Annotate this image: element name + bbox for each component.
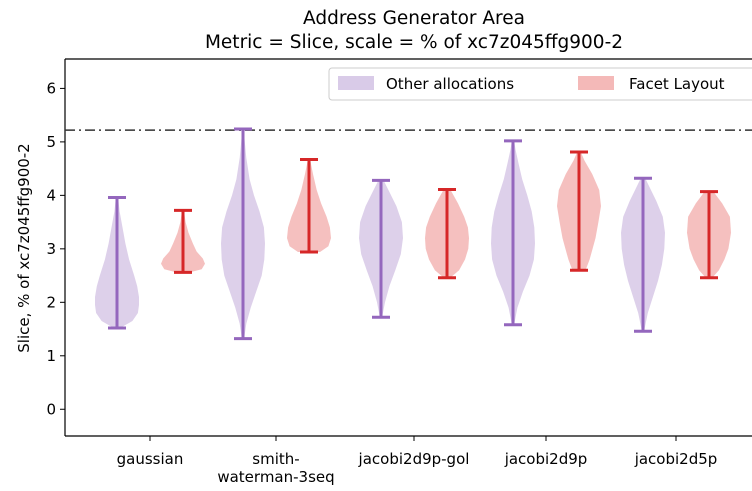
y-tick-label: 6 xyxy=(46,79,56,97)
chart-subtitle: Metric = Slice, scale = % of xc7z045ffg9… xyxy=(205,32,623,53)
plot-area: 0 1 2 3 4 5 6 gaussian smith-waterman-3seq jacobi… xyxy=(46,58,752,486)
y-tick-label: 1 xyxy=(46,347,56,365)
legend: Other allocations Facet Layout xyxy=(328,67,752,101)
y-tick-label: 0 xyxy=(46,400,56,418)
chart-title: Address Generator Area xyxy=(303,8,525,29)
x-tick-label: jacobi2d9p-gol xyxy=(358,450,470,468)
x-tick-label: jacobi2d9p xyxy=(504,450,588,468)
x-tick-label: gaussian xyxy=(117,450,184,468)
x-tick-label: jacobi2d5p xyxy=(634,450,718,468)
x-tick-label: waterman-3seq xyxy=(217,468,334,486)
y-axis-label: Slice, % of xc7z045ffg900-2 xyxy=(15,143,33,352)
y-tick-label: 5 xyxy=(46,133,56,151)
legend-label-other-allocations: Other allocations xyxy=(386,75,514,93)
legend-frame xyxy=(328,67,752,101)
y-tick-label: 4 xyxy=(46,186,56,204)
legend-swatch-other-allocations xyxy=(338,76,374,90)
legend-label-facet-layout: Facet Layout xyxy=(629,75,725,93)
y-tick-label: 3 xyxy=(46,240,56,258)
legend-swatch-facet-layout xyxy=(578,76,614,90)
y-tick-label: 2 xyxy=(46,293,56,311)
x-tick-label: smith- xyxy=(252,450,299,468)
